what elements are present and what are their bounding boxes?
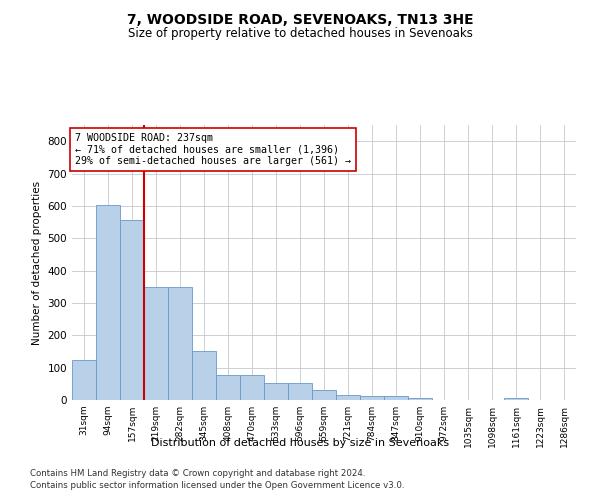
Bar xyxy=(336,395,360,400)
Bar xyxy=(360,396,384,400)
Text: Distribution of detached houses by size in Sevenoaks: Distribution of detached houses by size … xyxy=(151,438,449,448)
Y-axis label: Number of detached properties: Number of detached properties xyxy=(32,180,42,344)
Text: Contains public sector information licensed under the Open Government Licence v3: Contains public sector information licen… xyxy=(30,481,404,490)
Text: 7, WOODSIDE ROAD, SEVENOAKS, TN13 3HE: 7, WOODSIDE ROAD, SEVENOAKS, TN13 3HE xyxy=(127,12,473,26)
Bar xyxy=(144,288,168,400)
Bar xyxy=(96,205,120,400)
Bar xyxy=(120,220,144,400)
Bar xyxy=(504,398,528,400)
Text: 7 WOODSIDE ROAD: 237sqm
← 71% of detached houses are smaller (1,396)
29% of semi: 7 WOODSIDE ROAD: 237sqm ← 71% of detache… xyxy=(74,133,350,166)
Bar xyxy=(288,383,312,400)
Bar xyxy=(384,396,408,400)
Bar xyxy=(264,383,288,400)
Bar xyxy=(168,288,192,400)
Text: Contains HM Land Registry data © Crown copyright and database right 2024.: Contains HM Land Registry data © Crown c… xyxy=(30,468,365,477)
Bar xyxy=(192,352,216,400)
Bar xyxy=(312,390,336,400)
Text: Size of property relative to detached houses in Sevenoaks: Size of property relative to detached ho… xyxy=(128,28,472,40)
Bar xyxy=(408,398,432,400)
Bar xyxy=(240,375,264,400)
Bar xyxy=(72,360,96,400)
Bar xyxy=(216,375,240,400)
